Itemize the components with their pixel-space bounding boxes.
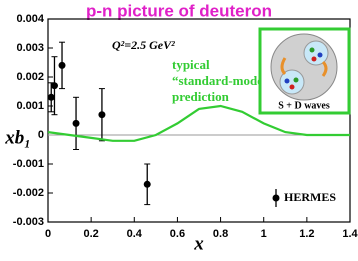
x-tick-label: 0	[45, 228, 51, 240]
quark	[285, 79, 290, 84]
x-tick-label: 0.8	[213, 228, 228, 240]
model-annotation: typical “standard-model” prediction	[172, 57, 273, 104]
x-tick-label: 1.2	[299, 228, 314, 240]
inset: S + D waves	[260, 29, 349, 113]
q2-annotation: Q²=2.5 GeV²	[112, 38, 175, 52]
quark	[294, 78, 299, 83]
y-tick-label: -0.001	[13, 158, 44, 170]
y-tick-label: 0.003	[16, 42, 44, 54]
x-axis-label: x	[193, 233, 204, 254]
x-tick-label: 1.4	[342, 228, 358, 240]
y-tick-label: 0.004	[16, 13, 44, 25]
legend-marker	[273, 195, 280, 202]
x-tick-label: 0.6	[170, 228, 185, 240]
data-point	[51, 82, 58, 89]
quark	[310, 48, 315, 53]
data-point	[48, 94, 55, 101]
x-tick-label: 1	[261, 228, 267, 240]
annotation-line: typical	[172, 57, 210, 72]
quark	[312, 57, 317, 62]
data-point	[59, 62, 66, 69]
data-point	[73, 120, 80, 127]
x-tick-label: 0.2	[83, 228, 98, 240]
annotation-line: “standard-model”	[172, 73, 273, 88]
y-tick-label: -0.002	[13, 187, 44, 199]
y-tick-label: -0.003	[13, 216, 44, 228]
y-axis-label: xb₁	[4, 127, 31, 148]
quark	[290, 85, 295, 90]
page: p-n picture of deuteron xb₁ x Q²=2.5 GeV…	[0, 0, 358, 261]
legend-label: HERMES	[284, 190, 336, 204]
x-tick-label: 0.4	[127, 228, 143, 240]
chart: p-n picture of deuteron xb₁ x Q²=2.5 GeV…	[0, 0, 358, 256]
y-tick-label: 0.002	[16, 71, 44, 83]
y-tick-label: 0.001	[16, 100, 44, 112]
y-tick-label: 0	[38, 129, 44, 141]
data-point	[98, 111, 105, 118]
quark	[318, 53, 323, 58]
chart-title: p-n picture of deuteron	[86, 1, 272, 20]
data-point	[144, 181, 151, 188]
annotation-line: prediction	[172, 89, 230, 104]
inset-label: S + D waves	[278, 100, 330, 111]
